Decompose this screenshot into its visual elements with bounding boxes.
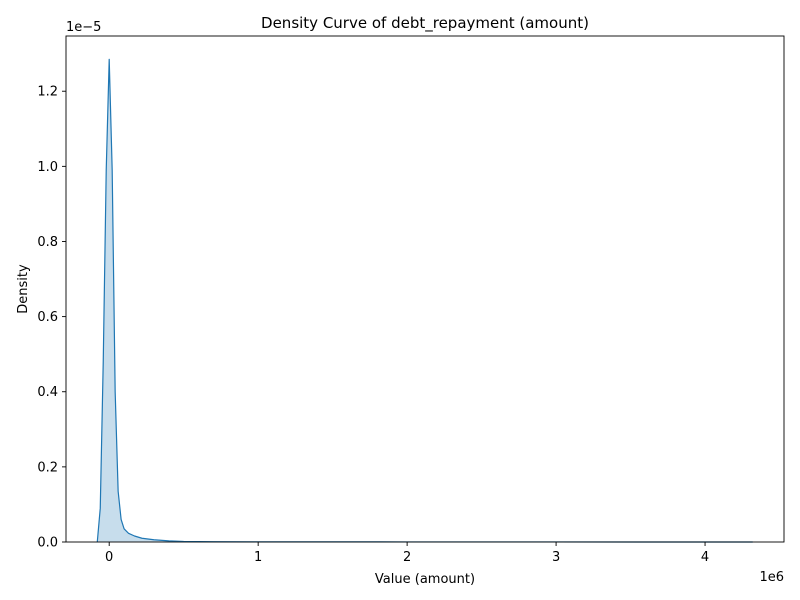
y-tick-label: 0.0 [37, 536, 58, 551]
x-tick-label: 2 [403, 550, 411, 565]
x-axis-ticks: 0 1 2 3 4 [105, 542, 709, 565]
y-tick-label: 0.2 [37, 460, 58, 475]
y-tick-label: 1.2 [37, 85, 58, 100]
y-axis-label: Density [16, 264, 31, 314]
x-tick-label: 4 [701, 550, 709, 565]
plot-area [96, 58, 753, 543]
y-axis-ticks: 0.0 0.2 0.4 0.6 0.8 1.0 1.2 [37, 85, 66, 551]
x-tick-label: 1 [254, 550, 262, 565]
x-axis-label: Value (amount) [375, 572, 475, 587]
x-tick-label: 0 [105, 550, 113, 565]
chart-title: Density Curve of debt_repayment (amount) [261, 14, 589, 33]
y-tick-label: 0.8 [37, 235, 58, 250]
y-tick-label: 0.4 [37, 385, 58, 400]
y-tick-label: 1.0 [37, 160, 58, 175]
density-curve-line [96, 58, 753, 543]
x-tick-label: 3 [552, 550, 560, 565]
axes-frame [65, 35, 785, 543]
y-axis-offset-text: 1e−5 [66, 20, 101, 35]
y-tick-label: 0.6 [37, 310, 58, 325]
density-area-fill [97, 59, 753, 542]
x-axis-offset-text: 1e6 [759, 570, 784, 585]
